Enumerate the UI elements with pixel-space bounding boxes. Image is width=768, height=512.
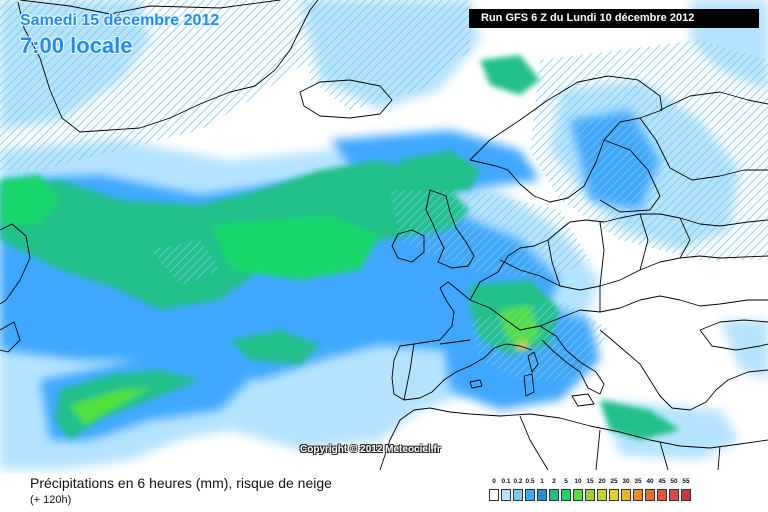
legend-swatch [585,489,595,501]
legend-swatch [489,489,499,501]
legend-label: 15 [586,478,594,485]
precipitation-map [0,0,768,471]
legend-label: 0.2 [513,478,523,485]
legend-label: 5 [564,478,568,485]
forecast-time: 7:00 locale [20,33,133,58]
legend-swatch [513,489,523,501]
run-info-banner: Run GFS 6 Z du Lundi 10 décembre 2012 [469,9,759,28]
legend-label: 0.5 [525,478,535,485]
legend-swatch [549,489,559,501]
legend-label: 40 [646,478,654,485]
legend-label: 0.1 [501,478,511,485]
legend-label: 0 [492,478,496,485]
legend-label: 1 [540,478,544,485]
heavy-precipitation-layer [0,55,680,440]
legend-label: 2 [552,478,556,485]
coastlines-and-borders [0,0,768,471]
legend-swatch [621,489,631,501]
legend-swatch [501,489,511,501]
legend-label: 10 [574,478,582,485]
legend-swatch [669,489,679,501]
legend-swatch [657,489,667,501]
legend-label: 35 [634,478,642,485]
legend-swatch [537,489,547,501]
forecast-date: Samedi 15 décembre 2012 [20,12,220,29]
legend-swatch [645,489,655,501]
legend-label: 25 [610,478,618,485]
legend-label: 50 [670,478,678,485]
legend-swatch [597,489,607,501]
legend-swatch [525,489,535,501]
legend-label: 45 [658,478,666,485]
snow-risk-hatching [0,0,768,380]
legend-label: 55 [682,478,690,485]
precipitation-legend: 0 0.1 0.2 0.5 1 2 5 10 15 20 25 30 35 40 45 50 55 [489,478,753,508]
legend-labels: 0 0.1 0.2 0.5 1 2 5 10 15 20 25 30 35 40 45 50 55 [489,478,753,488]
legend-swatches [489,489,693,503]
precipitation-title: Précipitations en 6 heures (mm), risque … [30,475,332,491]
legend-swatch [609,489,619,501]
legend-swatch [681,489,691,501]
forecast-lead-time: (+ 120h) [30,494,72,506]
legend-swatch [573,489,583,501]
legend-label: 30 [622,478,630,485]
legend-label: 20 [598,478,606,485]
legend-swatch [561,489,571,501]
copyright-label: Copyright © 2012 Meteociel.fr [300,444,441,455]
legend-swatch [633,489,643,501]
